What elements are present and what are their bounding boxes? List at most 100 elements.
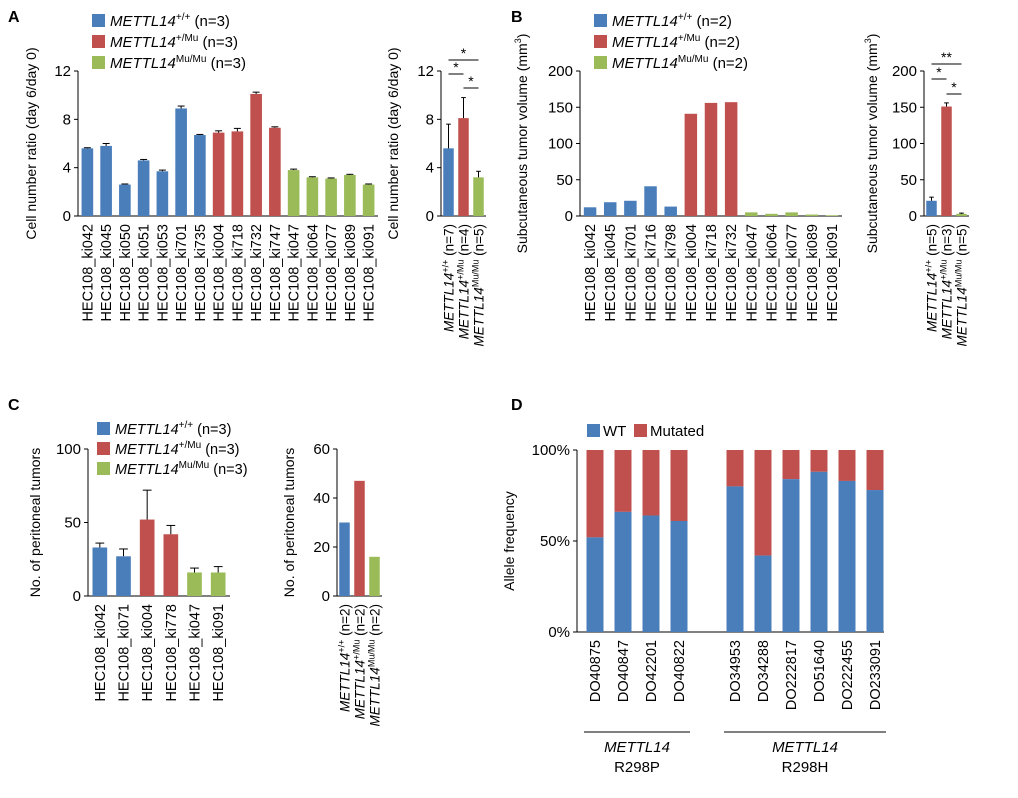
stacked-bar-mutated (642, 450, 660, 516)
stacked-bar-mutated (726, 450, 744, 487)
legend-label: WT (603, 423, 626, 440)
x-tick-label: DO40822 (672, 640, 688, 702)
panel-letter-a: A (8, 9, 20, 26)
y-tick-label: 8 (426, 111, 434, 128)
y-tick-label: 0 (909, 208, 917, 225)
legend-label: METTL14Mu/Mu (n=2) (612, 54, 748, 72)
stacked-bar-wt (614, 511, 632, 632)
bar (81, 148, 94, 216)
x-tick-label: HEC108_ki064 (305, 224, 321, 322)
y-axis-label: Subcutaneous tumor volume (mm3) (863, 34, 880, 254)
panel-a-summary-chart: 0 4 8 12 Cell number ratio (day 6/day 0) METT… (385, 45, 487, 346)
y-tick-label: 4 (426, 160, 434, 177)
stacked-bar-wt (782, 479, 800, 632)
legend-label: METTL14+/Mu (n=2) (612, 33, 740, 51)
x-tick-label: HEC108_ki051 (137, 224, 153, 322)
bar (339, 522, 350, 596)
x-tick-label: HEC108_ki732 (249, 224, 265, 322)
x-tick-label: HEC108_ki042 (80, 224, 96, 322)
x-tick-label: METTL14+/+ (n=7) (441, 224, 457, 332)
bar (163, 534, 179, 596)
stacked-bar-wt (838, 480, 856, 632)
x-tick-label: HEC108_ki718 (230, 224, 246, 322)
bar (926, 200, 937, 216)
legend-swatch (97, 422, 110, 435)
stacked-bar-mutated (586, 450, 604, 538)
x-tick-label: HEC108_ki089 (343, 224, 359, 322)
x-tick-label: DO222817 (784, 640, 800, 710)
y-axis-label: Cell number ratio (day 6/day 0) (23, 47, 39, 239)
y-tick-label: 50 (64, 515, 81, 532)
bar (624, 200, 637, 216)
x-tick-label: DO34288 (756, 640, 772, 702)
y-tick-label: 200 (548, 63, 573, 80)
y-tick-label: 50 (900, 172, 917, 189)
y-tick-label: 40 (313, 490, 330, 507)
stacked-bar-mutated (614, 450, 632, 512)
x-tick-label: HEC108_ki045 (99, 224, 115, 322)
bar (250, 93, 262, 216)
y-tick-label: 4 (63, 160, 71, 177)
y-tick-label: 150 (548, 99, 573, 116)
y-tick-label: 0 (73, 588, 81, 605)
bar (805, 214, 819, 216)
y-tick-label: 200 (892, 63, 917, 80)
bar (644, 186, 657, 216)
stacked-bar-wt (726, 486, 744, 632)
legend-swatch (92, 35, 105, 48)
bar (473, 177, 484, 216)
bar (287, 170, 300, 216)
bar (269, 127, 281, 216)
stacked-bar-wt (586, 537, 604, 632)
panel-b-cell-lines-chart: B METTL14+/+ (n=2) METTL14+/Mu (n=2) METTL1… (511, 9, 842, 322)
x-tick-label: HEC108_ki747 (268, 224, 284, 322)
legend-swatch (587, 424, 600, 437)
group-gene-label: METTL14 (772, 739, 838, 756)
significance-marker: * (453, 59, 459, 75)
y-tick-label: 12 (54, 63, 71, 80)
stacked-bar-mutated (810, 450, 828, 472)
bar (724, 102, 738, 216)
bar (443, 148, 454, 216)
bar (344, 174, 356, 216)
x-tick-label: HEC108_ki732 (724, 224, 740, 322)
legend-swatch (634, 424, 647, 437)
bar (92, 547, 108, 596)
x-tick-label: HEC108_ki047 (287, 224, 303, 322)
x-tick-label: METTL14+/+ (n=5) (924, 224, 940, 332)
bar (116, 556, 131, 596)
x-tick-label: DO40875 (588, 640, 604, 702)
y-axis-label: No. of peritoneal tumors (281, 448, 297, 597)
legend-label: METTL14+/+ (n=2) (612, 12, 732, 30)
stacked-bar-mutated (754, 450, 772, 556)
x-tick-label: METTL14Mu/Mu (n=5) (954, 224, 970, 346)
y-tick-label: 0% (548, 624, 570, 641)
y-tick-label: 12 (417, 63, 434, 80)
panel-c-cell-lines-chart: C METTL14+/+ (n=3) METTL14+/Mu (n=3) METTL1… (8, 397, 248, 702)
stacked-bar-mutated (838, 450, 856, 481)
bar (212, 132, 225, 216)
bar (941, 106, 952, 216)
x-tick-label: HEC108_ki089 (805, 224, 821, 322)
x-tick-label: HEC108_ki778 (164, 604, 180, 702)
group-mutation-label: R298H (782, 759, 829, 776)
x-tick-label: DO34953 (728, 640, 744, 702)
bar (306, 177, 319, 216)
legend-label: METTL14Mu/Mu (n=3) (110, 54, 246, 72)
x-tick-label: HEC108_ki004 (684, 224, 700, 322)
bar (194, 135, 206, 216)
significance-marker: * (936, 64, 942, 80)
bar (210, 572, 226, 596)
y-axis-label: Allele frequency (501, 491, 517, 591)
y-tick-label: 8 (63, 111, 71, 128)
x-tick-label: METTL14+/+ (n=2) (337, 604, 353, 712)
x-tick-label: METTL14Mu/Mu (n=2) (367, 604, 383, 726)
x-tick-label: HEC108_ki091 (211, 604, 227, 702)
significance-marker: ** (941, 49, 952, 65)
y-tick-label: 100 (548, 136, 573, 153)
group-gene-label: METTL14 (604, 739, 670, 756)
panel-a-cell-lines-chart: A METTL14+/+ (n=3) METTL14+/Mu (n=3) METTL1… (8, 9, 378, 322)
x-tick-label: HEC108_ki091 (825, 224, 841, 322)
stacked-bar-wt (642, 515, 660, 632)
panel-d-allele-frequency-chart: D WT Mutated 0% 50% 100% Allele frequency DO408… (501, 397, 886, 776)
